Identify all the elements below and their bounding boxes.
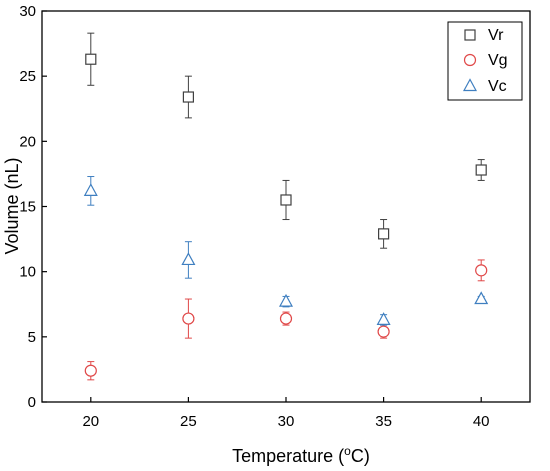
marker-vg xyxy=(84,364,97,377)
y-tick-label: 5 xyxy=(28,329,36,346)
marker-vc xyxy=(83,183,98,196)
x-tick-label: 25 xyxy=(180,413,197,430)
marker-vg xyxy=(377,325,390,338)
point-vr xyxy=(475,159,487,181)
marker-vr xyxy=(475,164,487,176)
y-tick-label: 25 xyxy=(19,68,36,85)
y-tick-label: 15 xyxy=(19,199,36,216)
marker-vg xyxy=(279,312,293,325)
x-tick-label: 20 xyxy=(82,413,99,430)
legend-label-vg: Vg xyxy=(488,52,508,69)
point-vr xyxy=(378,219,390,249)
point-vc xyxy=(474,291,489,305)
point-vr xyxy=(85,32,97,86)
marker-vc xyxy=(474,291,489,305)
marker-vc xyxy=(278,293,294,307)
x-tick-label: 35 xyxy=(375,413,392,430)
point-vc xyxy=(83,176,98,206)
x-axis-title-main: Temperature ( xyxy=(232,446,344,466)
legend-marker-vg xyxy=(463,53,477,67)
legend-label-vr: Vr xyxy=(488,27,504,44)
x-tick-label: 30 xyxy=(278,413,295,430)
x-axis-title-end: C) xyxy=(351,446,370,466)
data-marks xyxy=(83,32,489,381)
y-axis-title: Volume (nL) xyxy=(2,157,22,254)
point-vc xyxy=(278,293,294,308)
axis-ticks: 0 5 10 15 20 25 30 20 25 30 35 40 xyxy=(19,3,489,430)
y-tick-label: 10 xyxy=(19,264,36,281)
marker-vc xyxy=(376,312,391,325)
legend-label-vc: Vc xyxy=(488,78,507,95)
point-vr xyxy=(280,179,292,221)
point-vc xyxy=(181,241,196,279)
marker-vg xyxy=(182,312,195,325)
legend-marker-vr xyxy=(464,29,476,41)
marker-vc xyxy=(181,252,196,266)
legend-box xyxy=(447,21,523,101)
marker-vr xyxy=(378,228,390,240)
marker-vr xyxy=(182,91,194,103)
marker-vr xyxy=(85,53,97,65)
legend-marker-vc xyxy=(462,78,478,92)
point-vc xyxy=(376,312,391,326)
x-axis-title: Temperature (oC) xyxy=(232,444,370,466)
marker-vg xyxy=(475,264,488,277)
x-axis-title-superscript: o xyxy=(344,444,351,458)
point-vg xyxy=(84,361,97,381)
point-vg xyxy=(475,259,488,282)
marker-vr xyxy=(280,194,292,206)
x-tick-label: 40 xyxy=(473,413,490,430)
y-tick-label: 30 xyxy=(19,3,36,20)
y-tick-label: 0 xyxy=(28,394,36,411)
legend: Vr Vg Vc xyxy=(447,21,523,101)
point-vr xyxy=(182,75,194,119)
legend-marks xyxy=(462,29,478,92)
point-vg xyxy=(377,324,390,339)
y-tick-label: 20 xyxy=(19,133,36,150)
point-vg xyxy=(182,298,195,339)
point-vg xyxy=(279,311,293,326)
